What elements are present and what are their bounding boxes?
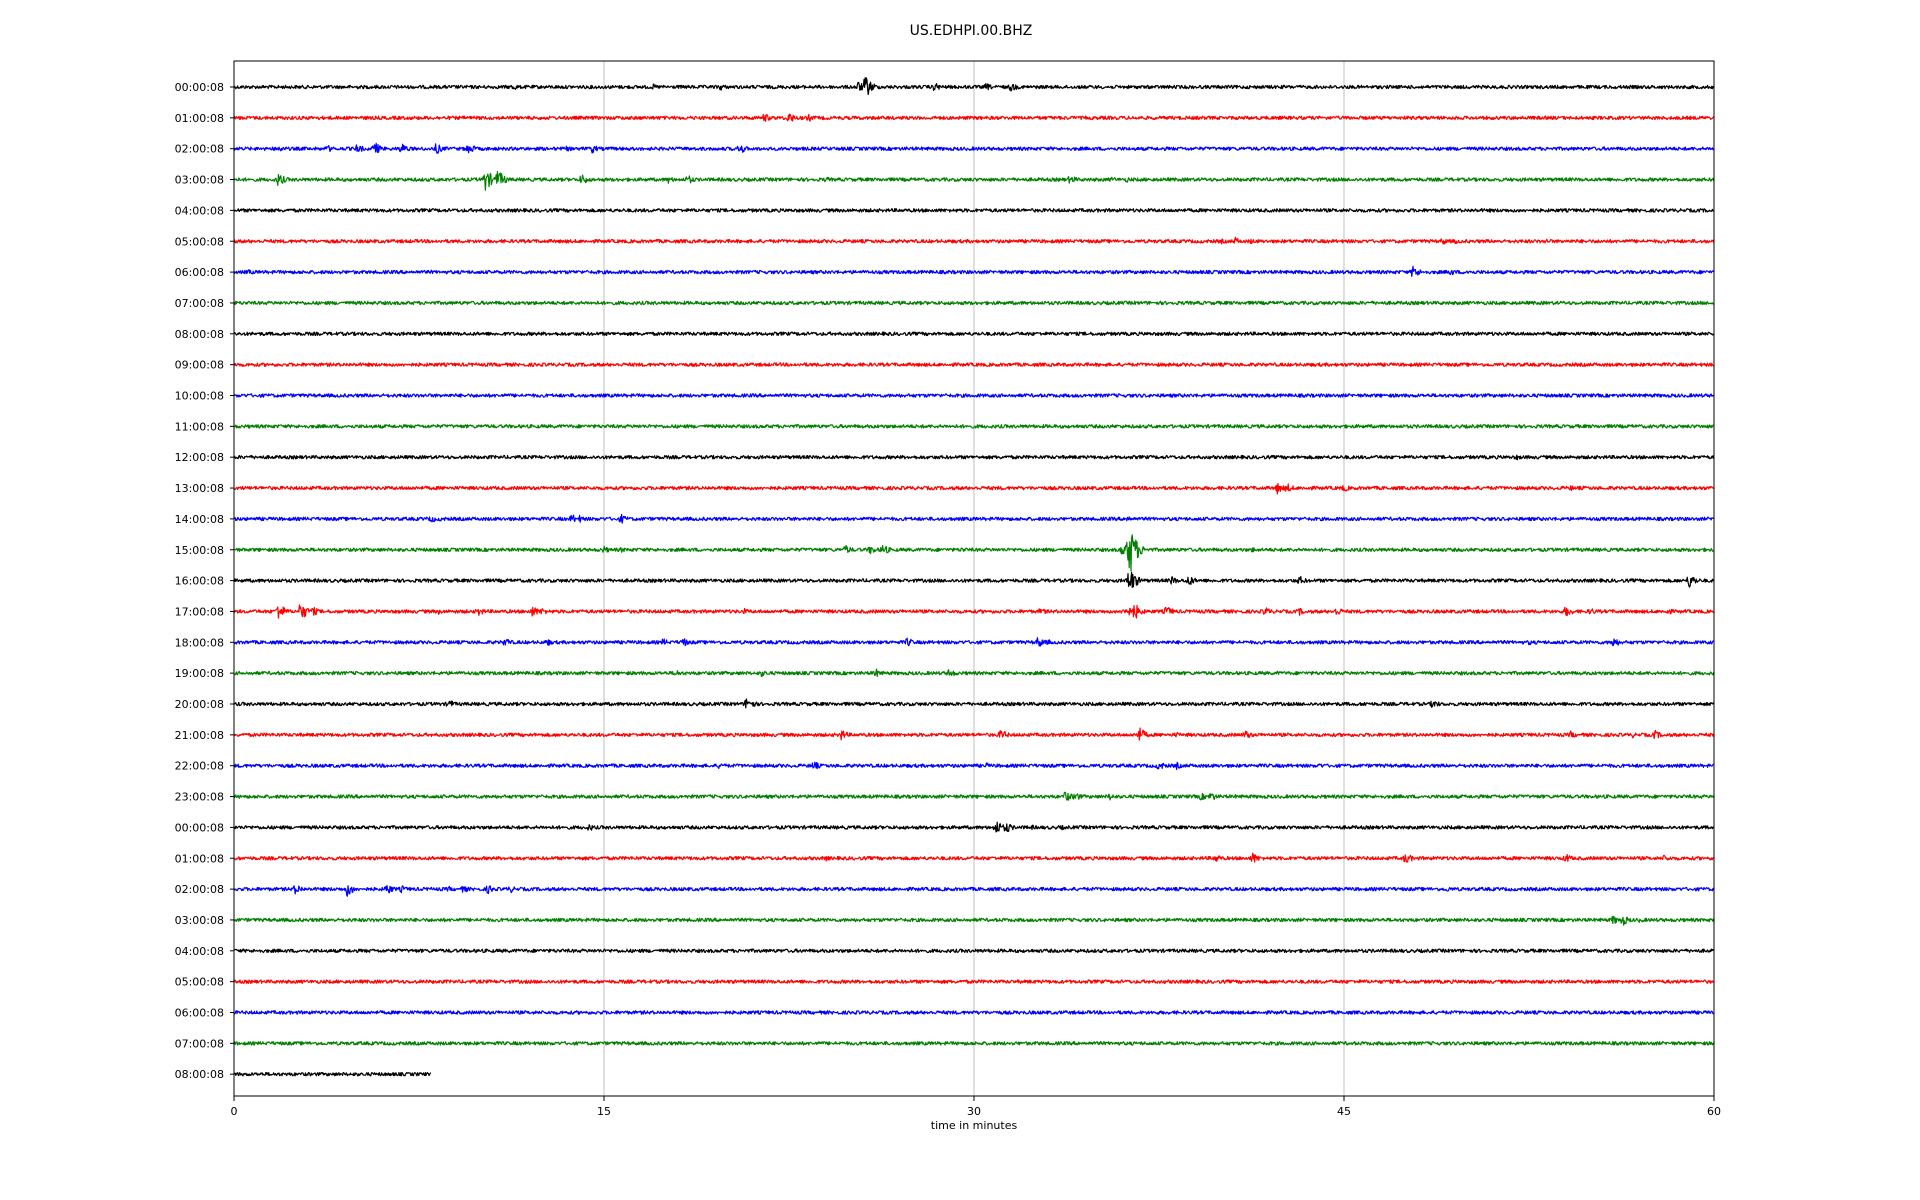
x-axis-ticks: 0 15 30 45 60 (231, 1096, 1721, 1118)
row-time-label: 06:00:08 (175, 266, 224, 279)
row-time-label: 08:00:08 (175, 1068, 224, 1081)
trace-row (233, 236, 1715, 245)
trace-row (233, 1071, 432, 1077)
row-time-label: 21:00:08 (175, 729, 224, 742)
row-time-label: 05:00:08 (175, 235, 224, 248)
row-time-labels: 00:00:08 01:00:08 02:00:08 03:00:08 04:00:08… (175, 81, 234, 1081)
row-time-label: 09:00:08 (175, 359, 224, 372)
trace-row (233, 424, 1715, 429)
row-time-label: 13:00:08 (175, 482, 224, 495)
trace-row (233, 113, 1715, 122)
trace-row (233, 483, 1715, 495)
row-time-label: 17:00:08 (175, 605, 224, 618)
x-axis-label: time in minutes (931, 1119, 1018, 1132)
row-time-label: 05:00:08 (175, 976, 224, 989)
trace-row (233, 698, 1715, 709)
row-time-label: 03:00:08 (175, 914, 224, 927)
row-time-label: 01:00:08 (175, 852, 224, 865)
trace-row (233, 668, 1715, 678)
row-time-label: 11:00:08 (175, 420, 224, 433)
x-tick-label: 0 (231, 1105, 238, 1118)
row-time-label: 02:00:08 (175, 143, 224, 156)
trace-row (233, 208, 1714, 213)
row-time-label: 08:00:08 (175, 328, 224, 341)
trace-row (233, 761, 1714, 771)
row-time-label: 00:00:08 (175, 821, 224, 834)
row-time-label: 03:00:08 (175, 174, 224, 187)
row-time-label: 18:00:08 (175, 636, 224, 649)
row-time-label: 01:00:08 (175, 112, 224, 125)
row-time-label: 14:00:08 (175, 513, 224, 526)
row-time-label: 00:00:08 (175, 81, 224, 94)
row-time-label: 16:00:08 (175, 575, 224, 588)
row-time-label: 12:00:08 (175, 451, 224, 464)
row-time-label: 07:00:08 (175, 1037, 224, 1050)
trace-row (233, 727, 1715, 741)
row-time-label: 22:00:08 (175, 760, 224, 773)
row-time-label: 20:00:08 (175, 698, 224, 711)
trace-row (233, 948, 1715, 954)
trace-row (233, 979, 1714, 984)
row-time-label: 07:00:08 (175, 297, 224, 310)
trace-row (233, 915, 1715, 926)
trace-row (233, 142, 1715, 154)
trace-row (233, 454, 1715, 461)
x-tick-label: 60 (1707, 1105, 1721, 1118)
vertical-grid (603, 61, 1345, 1096)
trace-row (233, 1010, 1714, 1015)
row-time-label: 19:00:08 (175, 667, 224, 680)
x-tick-label: 30 (967, 1105, 981, 1118)
trace-row (233, 265, 1715, 277)
trace-row (233, 884, 1715, 897)
trace-row (233, 171, 1715, 191)
row-time-label: 02:00:08 (175, 883, 224, 896)
row-time-label: 10:00:08 (175, 390, 224, 403)
trace-row (233, 362, 1714, 367)
trace-row (233, 331, 1715, 337)
row-time-label: 15:00:08 (175, 544, 224, 557)
row-time-label: 06:00:08 (175, 1007, 224, 1020)
trace-row (233, 821, 1714, 833)
seismic-traces (233, 77, 1715, 1077)
trace-row (233, 604, 1715, 619)
trace-row (233, 513, 1715, 524)
x-tick-label: 15 (597, 1105, 611, 1118)
trace-row (233, 852, 1714, 863)
trace-row (233, 571, 1715, 589)
row-time-label: 23:00:08 (175, 791, 224, 804)
trace-row (233, 300, 1714, 306)
chart-title: US.EDHPI.00.BHZ (910, 23, 1033, 39)
row-time-label: 04:00:08 (175, 945, 224, 958)
trace-row (233, 791, 1715, 801)
trace-row (233, 637, 1715, 647)
trace-row (233, 77, 1715, 96)
trace-row (233, 393, 1715, 398)
trace-row (233, 1041, 1715, 1046)
x-tick-label: 45 (1337, 1105, 1351, 1118)
trace-row (233, 534, 1714, 572)
row-time-label: 04:00:08 (175, 204, 224, 217)
